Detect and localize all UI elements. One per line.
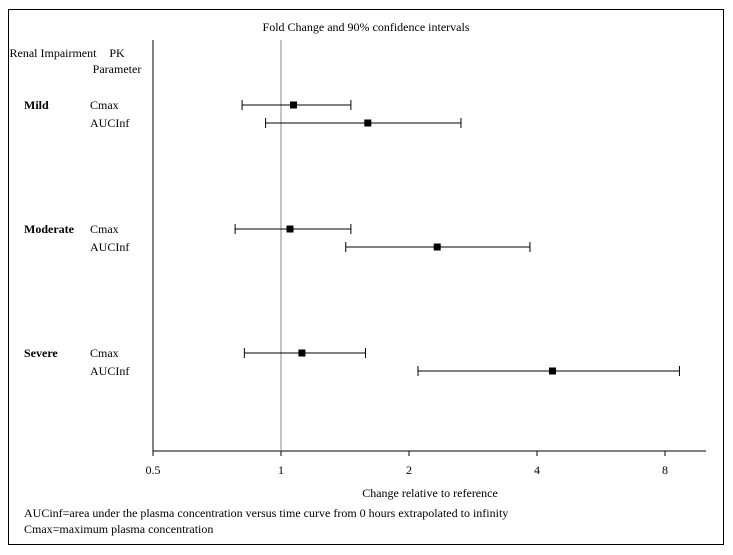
chart-frame	[8, 9, 724, 545]
x-tick-label: 1	[278, 463, 284, 477]
x-tick-label: 8	[662, 463, 668, 477]
point-estimate	[289, 101, 297, 109]
parameter-column-header: PK Parameter	[92, 46, 142, 76]
chart-title: Fold Change and 90% confidence intervals	[262, 20, 470, 34]
group-label: Mild	[24, 98, 49, 112]
footnote-aucinf: AUCinf=area under the plasma concentrati…	[24, 506, 509, 520]
x-axis-label: Change relative to reference	[362, 486, 498, 500]
group-column-header: Renal Impairment	[9, 46, 97, 60]
point-estimate	[298, 349, 306, 357]
group-label: Moderate	[24, 222, 74, 236]
point-estimate	[548, 367, 556, 375]
footnote-cmax: Cmax=maximum plasma concentration	[24, 522, 214, 536]
x-tick-label: 4	[534, 463, 540, 477]
parameter-label: AUCInf	[90, 240, 130, 254]
parameter-label: Cmax	[90, 98, 119, 112]
x-tick-label: 0.5	[145, 463, 161, 477]
point-estimate	[364, 119, 372, 127]
parameter-label: Cmax	[90, 222, 119, 236]
parameter-label: AUCInf	[90, 364, 130, 378]
point-estimate	[286, 225, 294, 233]
parameter-label: Cmax	[90, 346, 119, 360]
point-estimate	[433, 243, 441, 251]
x-tick-label: 2	[406, 463, 412, 477]
parameter-label: AUCInf	[90, 116, 130, 130]
group-label: Severe	[24, 346, 58, 360]
